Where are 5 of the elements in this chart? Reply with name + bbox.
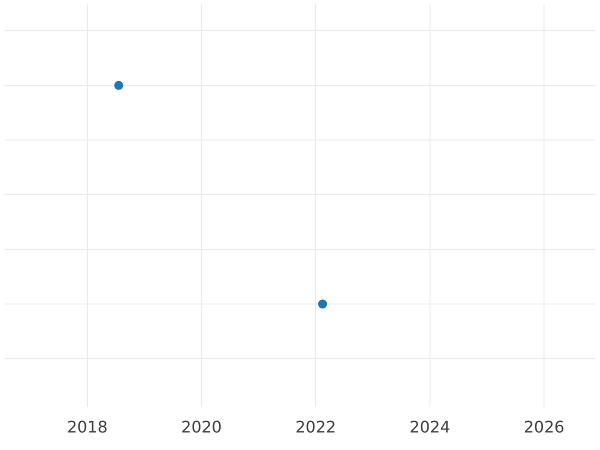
- x-tick-label: 2026: [524, 418, 564, 437]
- x-tick-label: 2022: [295, 418, 336, 437]
- x-tick-label: 2020: [181, 418, 222, 437]
- x-tick-label: 2024: [410, 418, 450, 437]
- x-tick-label: 2018: [66, 418, 108, 437]
